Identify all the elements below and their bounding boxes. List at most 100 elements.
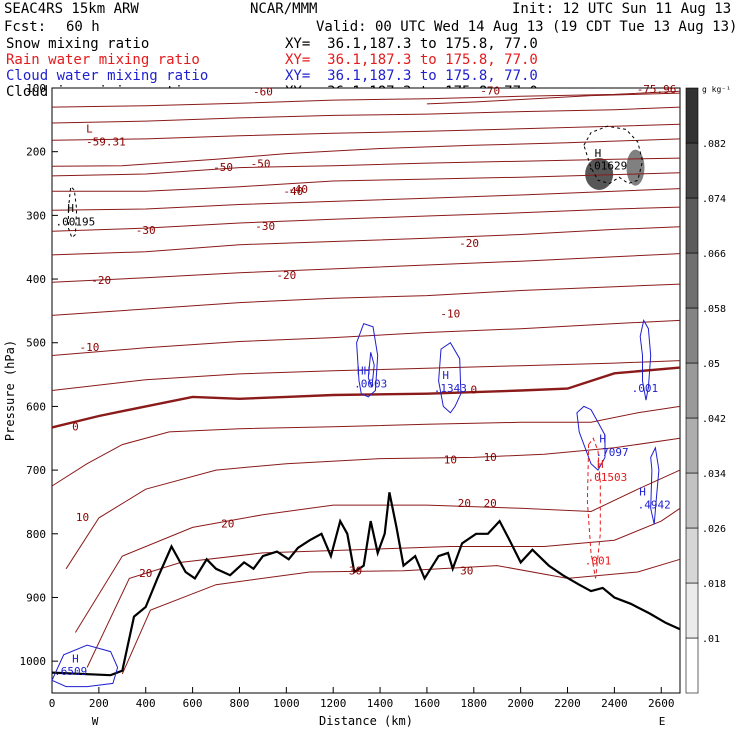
temperature-contour <box>51 366 681 429</box>
contour-label: -59.31 <box>86 135 126 148</box>
temperature-contour <box>51 226 681 256</box>
header-valid: Valid: 00 UTC Wed 14 Aug 13 (19 CDT Tue … <box>316 19 738 35</box>
contour-label: 30 <box>460 565 473 578</box>
y-tick-label: 400 <box>26 273 46 286</box>
contour-label: 20 <box>484 497 497 510</box>
temperature-contour <box>426 92 681 105</box>
y-tick-label: 100 <box>26 82 46 95</box>
contour-label: 0 <box>72 421 79 434</box>
contour-label: -50 <box>213 161 233 174</box>
colorbar-swatch <box>685 252 699 309</box>
colorbar-level-label: .074 <box>702 194 726 205</box>
contour-label: HH <box>357 365 370 378</box>
contour-label: .0603 <box>354 377 387 390</box>
field-xy: XY= 36.1,187.3 to 175.8, 77.0 <box>285 68 538 84</box>
colorbar-level-label: .01 <box>702 634 720 645</box>
contour-label: .7097 <box>595 446 628 459</box>
temperature-contour <box>65 437 681 570</box>
y-tick-label: 800 <box>26 528 46 541</box>
snow-ice-contour <box>583 125 644 185</box>
contour-label: .001 <box>585 554 612 567</box>
colorbar-swatch <box>685 307 699 364</box>
colorbar-swatch <box>685 87 699 144</box>
colorbar-swatch <box>685 197 699 254</box>
contour-label: .01629 <box>587 160 627 173</box>
contour-label: -30 <box>136 224 156 237</box>
contour-label: .00195 <box>56 216 96 229</box>
contour-label: -10 <box>440 307 460 320</box>
contour-label: .01503 <box>587 471 627 484</box>
field-xy: XY= 36.1,187.3 to 175.8, 77.0 <box>285 52 538 68</box>
contour-label: H <box>72 652 79 665</box>
field-name: Cloud water mixing ratio <box>6 68 209 84</box>
colorbar-level-label: .034 <box>702 469 726 480</box>
colorbar-swatch <box>685 362 699 419</box>
y-tick-label: 1000 <box>20 655 47 668</box>
colorbar-unit: g kg⁻¹ <box>702 85 731 94</box>
x-tick-label: 1800 <box>461 697 488 710</box>
contour-label: H <box>639 486 646 499</box>
colorbar-level-label: .042 <box>702 414 726 425</box>
colorbar-swatch <box>685 142 699 199</box>
colorbar-swatch <box>685 637 699 694</box>
y-tick-label: 300 <box>26 209 46 222</box>
temperature-contour <box>51 405 681 487</box>
header-fcst-value: 60 h <box>66 19 100 35</box>
contour-label: -50 <box>251 158 271 171</box>
x-tick-label: 600 <box>183 697 203 710</box>
colorbar-swatch <box>685 417 699 474</box>
colorbar-level-label: .05 <box>702 359 720 370</box>
snow-shaded-region <box>585 157 614 190</box>
x-tick-label: 2600 <box>648 697 675 710</box>
x-tick-label: 2200 <box>554 697 581 710</box>
field-xy: XY= 36.1,187.3 to 175.8, 77.0 <box>285 36 538 52</box>
cloud-water-contour <box>639 319 652 401</box>
contour-label: -10 <box>80 341 100 354</box>
y-tick-label: 200 <box>26 146 46 159</box>
temperature-contour <box>51 138 681 167</box>
contour-label: 10 <box>76 511 89 524</box>
contour-label: H <box>442 369 449 382</box>
terrain-line <box>51 492 681 677</box>
contour-label: -40 <box>283 185 303 198</box>
contour-label: -20 <box>459 237 479 250</box>
contour-label: 10 <box>484 451 497 464</box>
header-model: SEAC4RS 15km ARW <box>4 1 139 17</box>
x-axis-title: Distance (km) <box>319 714 413 728</box>
y-tick-label: 500 <box>26 337 46 350</box>
contour-label: -40 <box>288 183 308 196</box>
field-name: Snow mixing ratio <box>6 36 150 52</box>
temperature-contour <box>51 319 681 356</box>
snow-shaded-region <box>626 149 645 186</box>
colorbar-level-label: .058 <box>702 304 726 315</box>
temperature-contour <box>51 283 681 316</box>
temperature-contour <box>51 106 681 124</box>
contour-label: H <box>597 458 604 471</box>
contour-label: 0 <box>470 384 477 397</box>
y-tick-label: 900 <box>26 591 46 604</box>
contour-label: .001 <box>632 382 659 395</box>
x-tick-label: 200 <box>89 697 109 710</box>
x-tick-label: 1000 <box>273 697 300 710</box>
cloud-water-contour <box>51 644 119 688</box>
contour-label: 20 <box>139 567 152 580</box>
colorbar-swatch <box>685 472 699 529</box>
contour-label: -20 <box>91 274 111 287</box>
contour-label: .1343 <box>434 382 467 395</box>
plot-frame <box>51 87 681 694</box>
cloud-water-contour <box>367 352 375 388</box>
contour-label: H <box>595 147 602 160</box>
contour-label: -60 <box>253 86 273 99</box>
contour-label: -70 <box>480 84 500 97</box>
x-end-label-right: E <box>659 715 666 728</box>
colorbar-level-label: .026 <box>702 524 726 535</box>
colorbar-swatch <box>685 582 699 639</box>
temperature-contour <box>51 253 681 283</box>
temperature-contour <box>51 360 681 391</box>
x-tick-label: 1200 <box>320 697 347 710</box>
contour-label: -75.96 <box>637 83 677 96</box>
x-tick-label: 0 <box>49 697 56 710</box>
x-tick-label: 2000 <box>507 697 534 710</box>
temperature-contour <box>51 123 681 141</box>
